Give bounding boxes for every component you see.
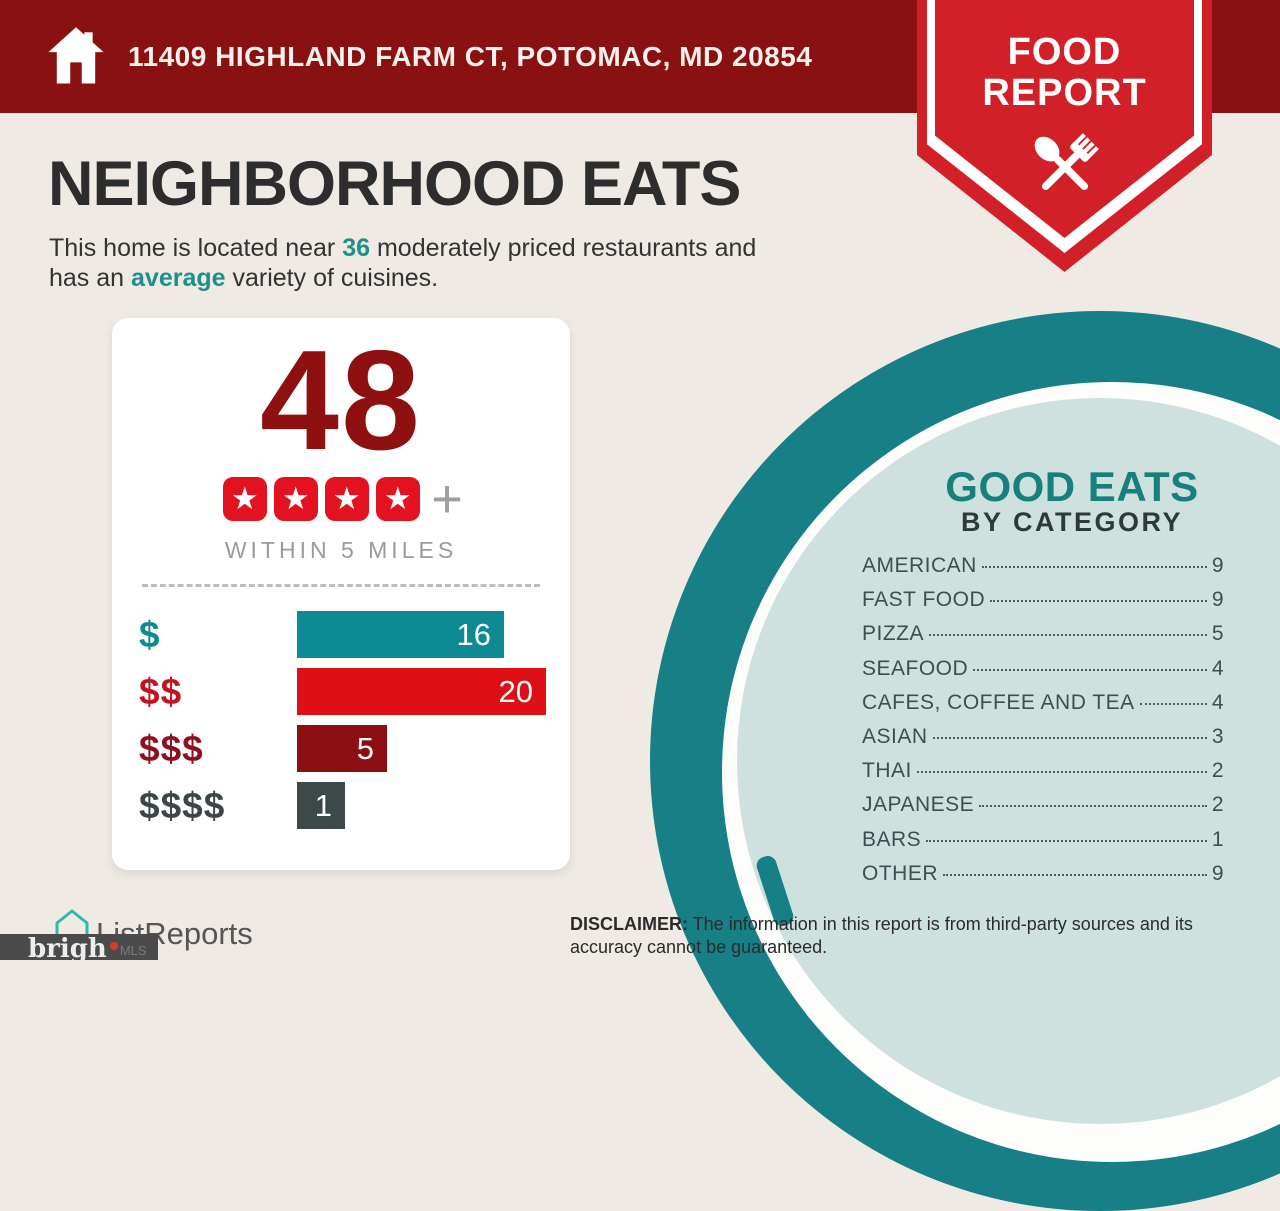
category-value: 5 (1211, 622, 1224, 646)
category-label: ASIAN (862, 724, 928, 748)
bar-row: $$$$ 1 (112, 782, 570, 829)
category-value: 9 (1211, 554, 1224, 577)
good-eats-title: GOOD EATS (945, 463, 1199, 510)
dotted-leader (926, 839, 1207, 842)
score-card: 48 ★ ★ ★ ★ + WITHIN 5 MILES $16 $$ 20 $$$ 5 $$$$ 1 (112, 318, 570, 870)
ribbon-title-line1: FOOD (1007, 31, 1122, 73)
subtitle-text: has an (49, 264, 132, 292)
category-label: FAST FOOD (862, 588, 986, 612)
price-tier-chart: $16 $$ 20 $$$ 5 $$$$ 1 (112, 611, 570, 839)
bar-row: $16 (112, 611, 570, 658)
price-tier-label: $$$ (139, 727, 204, 769)
subtitle-text: This home is located near (49, 234, 343, 262)
category-row: BARS 1 (862, 828, 1224, 862)
subtitle-text: moderately priced restaurants and (370, 234, 757, 262)
category-row: AMERICAN 9 (862, 554, 1224, 588)
plus-icon: + (431, 469, 463, 529)
dotted-leader (1139, 702, 1207, 705)
category-label: PIZZA (862, 622, 925, 646)
category-label: OTHER (862, 861, 938, 885)
variety-accent: average (131, 264, 226, 292)
category-label: JAPANESE (862, 793, 975, 817)
restaurant-count: 36 (342, 234, 371, 262)
bar-row: $$$ 5 (112, 725, 570, 772)
bar-value: 16 (456, 616, 491, 652)
category-value: 1 (1211, 827, 1224, 851)
category-row: PIZZA 5 (862, 622, 1224, 656)
dotted-leader (990, 600, 1207, 603)
category-label: AMERICAN (862, 554, 977, 577)
star-icon: ★ (273, 477, 318, 521)
category-row: SEAFOOD 4 (862, 657, 1224, 691)
bar: 20 (297, 668, 546, 715)
dotted-leader (973, 668, 1207, 671)
bar-track: 20 (297, 668, 570, 715)
bar-track: 1 (297, 782, 570, 829)
home-icon (48, 27, 104, 84)
star-icon: ★ (222, 477, 267, 521)
disclaimer-label: DISCLAIMER: (570, 914, 688, 934)
dotted-leader (929, 634, 1207, 637)
subtitle-line1: This home is located near 36 moderately … (49, 233, 756, 263)
dotted-leader (943, 873, 1207, 876)
category-value: 4 (1211, 656, 1224, 680)
category-label: BARS (862, 827, 922, 851)
ribbon-title: FOOD REPORT (917, 31, 1212, 115)
category-row: FAST FOOD 9 (862, 588, 1224, 622)
dotted-leader (979, 805, 1207, 808)
price-tier-label: $ (139, 613, 161, 655)
bar-value: 5 (356, 730, 374, 766)
dotted-leader (932, 736, 1207, 739)
star-rating: ★ ★ ★ ★ + (112, 469, 570, 529)
category-label: SEAFOOD (862, 656, 969, 680)
subtitle-text: variety of cuisines. (225, 264, 439, 292)
category-row: THAI 2 (862, 759, 1224, 793)
category-row: CAFES, COFFEE AND TEA 4 (862, 691, 1224, 725)
category-value: 9 (1211, 588, 1224, 612)
category-label: CAFES, COFFEE AND TEA (862, 690, 1135, 714)
category-value: 3 (1211, 724, 1224, 748)
bar-value: 1 (314, 787, 332, 823)
category-label: THAI (862, 759, 912, 783)
subtitle-line2: has an average variety of cuisines. (49, 263, 756, 293)
page-title: NEIGHBORHOOD EATS (48, 149, 741, 219)
good-eats-subtitle: BY CATEGORY (960, 507, 1184, 537)
restaurant-score: 48 (260, 321, 422, 480)
category-list: AMERICAN 9 FAST FOOD 9 PIZZA 5 SEAFOOD 4 CAFES, … (862, 554, 1224, 896)
star-icon: ★ (324, 477, 369, 521)
radius-caption: WITHIN 5 MILES (224, 537, 458, 563)
bar: 5 (297, 725, 387, 772)
price-tier-label: $$$$ (139, 784, 226, 826)
page-subtitle: This home is located near 36 moderately … (49, 233, 756, 293)
bar-row: $$ 20 (112, 668, 570, 715)
watermark-suffix: MLS (119, 943, 147, 958)
price-tier-label: $$ (139, 670, 183, 712)
watermark-text: brigh (28, 934, 107, 960)
star-icon: ★ (375, 477, 420, 521)
property-address: 11409 HIGHLAND FARM CT, POTOMAC, MD 2085… (128, 40, 813, 72)
food-report-ribbon: FOOD REPORT (917, 0, 1212, 272)
watermark-dot-icon (109, 942, 118, 950)
category-row: JAPANESE 2 (862, 793, 1224, 827)
spoon-fork-icon (1034, 133, 1099, 191)
category-value: 2 (1211, 793, 1224, 817)
category-row: ASIAN 3 (862, 725, 1224, 759)
bar-track: 5 (297, 725, 570, 772)
category-value: 2 (1211, 759, 1224, 783)
dotted-leader (916, 771, 1207, 774)
bar-track: 16 (297, 611, 570, 658)
bar: 16 (297, 611, 504, 658)
disclaimer: DISCLAIMER: The information in this repo… (570, 913, 1260, 959)
category-row: OTHER 9 (862, 862, 1224, 896)
bar-value: 20 (498, 673, 533, 709)
bar: 1 (297, 782, 345, 829)
dashed-divider (142, 584, 540, 587)
category-value: 9 (1211, 861, 1224, 885)
category-value: 4 (1211, 690, 1224, 714)
disclaimer-text: The information in this report is from t… (570, 914, 1193, 957)
dotted-leader (981, 566, 1207, 568)
bright-mls-watermark: brigh MLS (0, 934, 158, 960)
ribbon-title-line2: REPORT (982, 72, 1147, 115)
